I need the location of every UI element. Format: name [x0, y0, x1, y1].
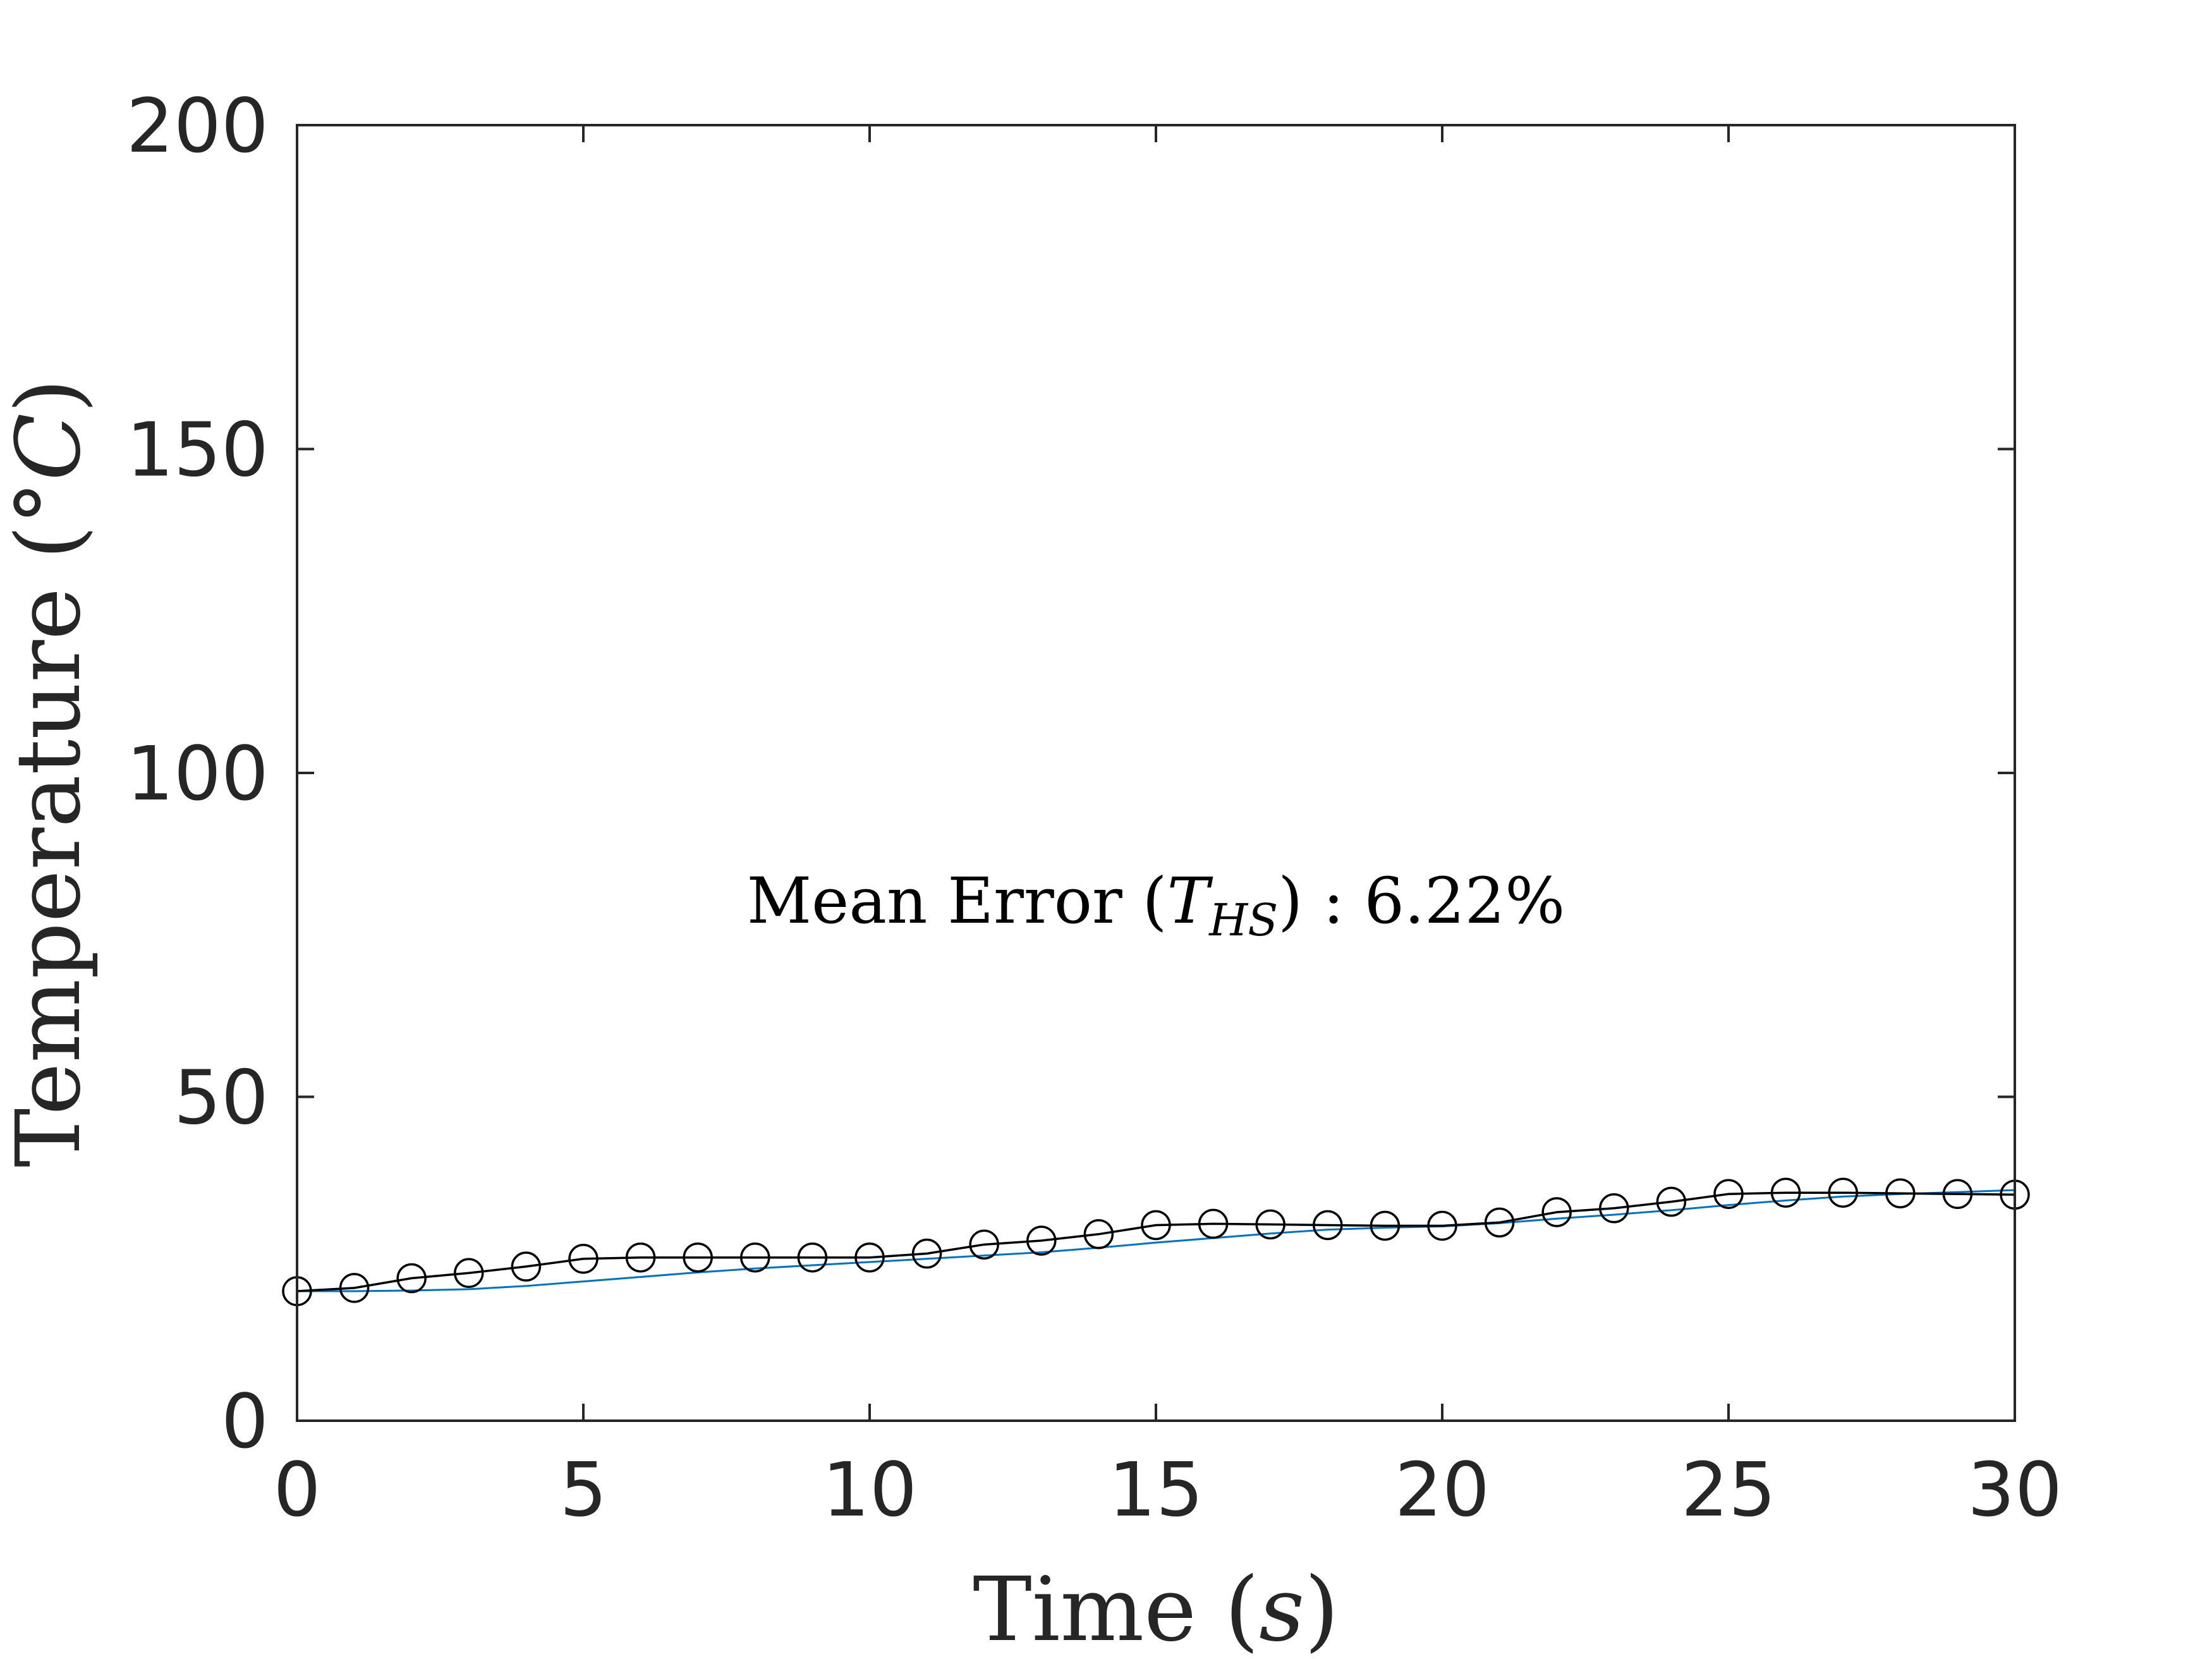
series-point [339, 1273, 370, 1303]
series-point [740, 1242, 770, 1273]
y-axis-title-close: ) [0, 379, 100, 413]
y-tick-label: 0 [221, 1378, 269, 1465]
y-tick-label: 200 [126, 82, 269, 169]
x-tick-label: 25 [1681, 1446, 1776, 1533]
series-point [1370, 1210, 1401, 1241]
series-layer [282, 1177, 2030, 1306]
x-tick-label: 20 [1395, 1446, 1490, 1533]
series-line-0 [297, 1189, 2015, 1292]
y-tick-label: 50 [174, 1054, 269, 1141]
x-axis-title-close: ) [1304, 1559, 1339, 1659]
x-tick-label: 0 [273, 1446, 320, 1533]
plot-area [297, 125, 2015, 1421]
x-axis-title-var: s [1259, 1559, 1304, 1659]
series-point [1141, 1210, 1171, 1241]
series-point [625, 1242, 656, 1273]
annotation-prefix: Mean Error ( [747, 864, 1167, 938]
annotation-sub: HS [1208, 894, 1278, 946]
mean-error-annotation: Mean Error (THS) : 6.22% [747, 864, 1565, 946]
series-point [511, 1251, 542, 1282]
x-tick-label: 30 [1967, 1446, 2062, 1533]
series-point [683, 1242, 713, 1273]
x-tick-labels: 0 5 10 15 20 25 30 [273, 1446, 2062, 1533]
series-point [1942, 1179, 1973, 1209]
x-axis-title-text: Time ( [973, 1559, 1259, 1659]
y-tick-label: 150 [126, 406, 269, 494]
y-tick-labels: 0 50 100 150 200 [126, 82, 269, 1465]
series-point [1885, 1178, 1916, 1208]
series-point [1599, 1193, 1629, 1224]
series-point [1198, 1208, 1229, 1239]
x-tick-label: 10 [822, 1446, 917, 1533]
series-point [1083, 1219, 1114, 1249]
x-tick-label: 15 [1109, 1446, 1203, 1533]
y-tick-label: 100 [126, 730, 269, 817]
series-point [1656, 1186, 1687, 1217]
series-point [854, 1242, 885, 1273]
series-point [454, 1258, 484, 1289]
tick-marks [296, 124, 2016, 1422]
y-axis-title: Temperature (°C) [0, 379, 100, 1167]
series-point [1770, 1177, 1801, 1208]
series-line-1 [296, 1191, 2015, 1292]
y-axis-title-text: Temperature (° [0, 481, 100, 1167]
x-axis-title: Time (s) [973, 1559, 1339, 1659]
x-tick-label: 5 [559, 1446, 607, 1533]
series-point [1313, 1210, 1343, 1241]
annotation-var: T [1167, 864, 1213, 938]
series-point [911, 1238, 942, 1269]
series-point [1713, 1179, 1744, 1209]
y-axis-title-var: C [0, 413, 100, 481]
annotation-suffix: ) : 6.22% [1278, 864, 1565, 938]
series-point [1541, 1197, 1572, 1227]
series-point [1026, 1225, 1057, 1256]
series-point [969, 1229, 999, 1260]
series-point [1484, 1207, 1515, 1238]
series-point [1255, 1209, 1285, 1240]
series-point [1427, 1210, 1457, 1241]
series-point [797, 1242, 828, 1273]
series-point [396, 1263, 427, 1294]
series-point [1828, 1177, 1858, 1208]
series-point [568, 1244, 599, 1274]
